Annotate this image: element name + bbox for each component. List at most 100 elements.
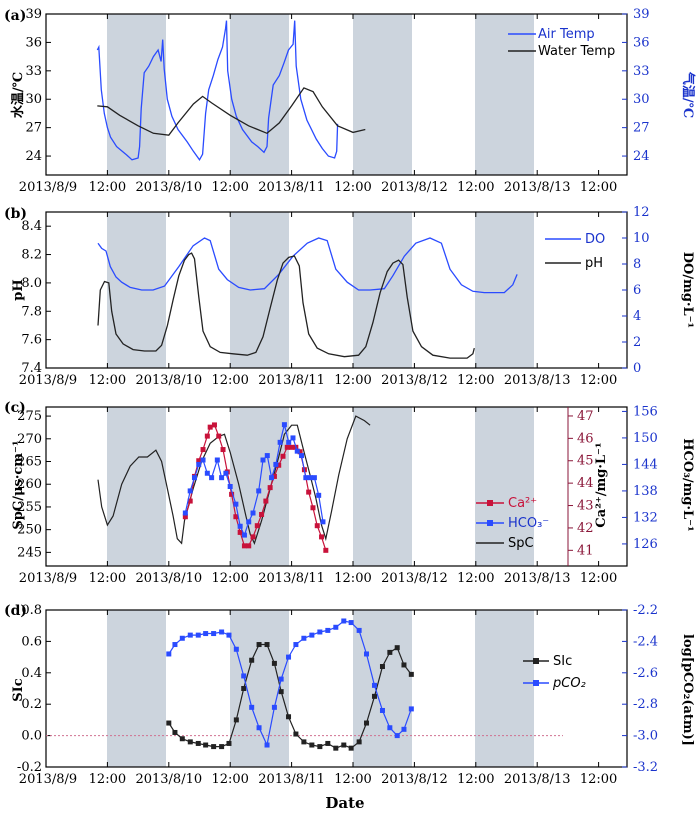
legend-label: Ca²⁺	[508, 496, 537, 511]
x-tick-label: 12:00	[457, 571, 494, 586]
data-point-sic	[256, 642, 262, 648]
data-point-pco2	[408, 706, 414, 712]
data-point-ca	[306, 489, 312, 495]
data-point-sic	[356, 739, 362, 745]
data-point-hco3	[299, 453, 305, 459]
data-point-sic	[166, 720, 172, 726]
night-band	[475, 407, 534, 566]
data-point-ca	[310, 505, 316, 511]
data-point-pco2	[219, 629, 225, 635]
data-point-sic	[179, 736, 185, 742]
data-point-hco3	[241, 532, 247, 538]
x-tick-label: 12:00	[457, 180, 494, 195]
ca-tick-label: 45	[577, 454, 594, 469]
y-tick-label-right: 12	[633, 205, 650, 220]
x-tick-label: 12:00	[89, 180, 126, 195]
data-point-pco2	[271, 704, 277, 710]
data-point-hco3	[214, 457, 220, 463]
data-point-pco2	[278, 676, 284, 682]
data-point-sic	[226, 740, 232, 746]
y-tick-label-right: -3.0	[633, 729, 658, 744]
data-point-ca	[267, 485, 273, 491]
y-axis-label-ca: Ca²⁺/mg·L⁻¹	[594, 442, 609, 527]
x-tick-label: 12:00	[89, 373, 126, 388]
panel-4: 2013/8/9 12:00 2013/8/10 12:00 2013/8/11 12:0…	[4, 603, 695, 787]
data-point-pco2	[249, 704, 255, 710]
y-tick-label-left: 0.2	[21, 697, 42, 712]
data-point-pco2	[387, 725, 393, 731]
data-point-ca	[276, 462, 282, 468]
x-tick-label: 2013/8/9	[19, 772, 77, 787]
data-point-pco2	[211, 631, 217, 637]
data-point-pco2	[333, 624, 339, 630]
y-tick-label-right: 6	[633, 283, 641, 298]
y-tick-label-left: 39	[25, 7, 42, 22]
data-point-ca	[207, 424, 213, 430]
data-point-sic	[309, 742, 315, 748]
x-tick-label: 2013/8/9	[19, 373, 77, 388]
data-point-hco3	[209, 475, 215, 481]
x-tick-label: 2013/8/11	[258, 571, 325, 586]
data-point-hco3	[281, 422, 287, 428]
data-point-sic	[394, 645, 400, 651]
y-tick-label-left: 8.2	[21, 248, 42, 263]
data-point-pco2	[256, 725, 262, 731]
data-point-ca	[280, 453, 286, 459]
y-tick-label-right: -2.4	[633, 634, 658, 649]
y-tick-label-left: 0.8	[21, 603, 42, 618]
night-band	[230, 14, 289, 175]
data-point-sic	[317, 744, 323, 750]
data-point-sic	[341, 742, 347, 748]
x-tick-label: 2013/8/10	[135, 571, 202, 586]
data-point-hco3	[273, 461, 279, 467]
night-band	[230, 212, 289, 368]
series-line-air-temp	[96, 20, 339, 162]
data-point-sic	[195, 740, 201, 746]
data-point-sic	[348, 745, 354, 751]
y-tick-label-right: 24	[633, 149, 650, 164]
data-point-hco3	[269, 475, 275, 481]
data-point-hco3	[196, 461, 202, 467]
data-point-ca	[259, 511, 265, 517]
x-tick-label: 2013/8/13	[504, 772, 571, 787]
data-point-ca	[204, 433, 210, 439]
y-tick-label-left: 260	[17, 477, 42, 492]
ca-tick-label: 47	[577, 409, 594, 424]
data-point-pco2	[226, 632, 232, 638]
night-band	[107, 407, 166, 566]
y-axis-label-right: DO/mg·L⁻¹	[680, 252, 695, 328]
panel-2: 2013/8/9 12:00 2013/8/10 12:00 2013/8/11 12:0…	[4, 205, 695, 388]
data-point-pco2	[401, 726, 407, 732]
x-tick-label: 2013/8/13	[504, 373, 571, 388]
data-point-sic	[187, 739, 193, 745]
y-tick-label-right: 39	[633, 7, 650, 22]
legend-marker	[487, 520, 493, 526]
y-tick-label-right: 33	[633, 64, 650, 79]
data-point-hco3	[219, 475, 225, 481]
night-band	[475, 212, 534, 368]
data-point-sic	[364, 720, 370, 726]
legend-marker	[487, 500, 493, 506]
data-point-ca	[233, 514, 239, 520]
data-point-hco3	[307, 475, 313, 481]
data-point-ca	[314, 523, 320, 529]
x-tick-label: 12:00	[211, 180, 248, 195]
y-tick-label-left: -0.2	[17, 760, 42, 775]
legend-label: DO	[585, 232, 605, 247]
y-tick-label-left: 36	[25, 35, 42, 50]
data-point-sic	[333, 745, 339, 751]
y-axis-label-right: 气温/℃	[680, 72, 696, 118]
data-point-ca	[246, 543, 252, 549]
ca-tick-label: 41	[577, 543, 594, 558]
y-tick-label-left: 250	[17, 523, 42, 538]
data-point-ca	[297, 449, 303, 455]
data-point-hco3	[233, 501, 239, 507]
x-tick-label: 2013/8/12	[381, 772, 448, 787]
night-band	[107, 610, 166, 767]
y-tick-label-left: 265	[17, 455, 42, 470]
x-tick-label: 12:00	[211, 373, 248, 388]
x-tick-label: 12:00	[580, 571, 617, 586]
data-point-sic	[371, 693, 377, 699]
data-point-hco3	[311, 475, 317, 481]
hco3-tick-label: 156	[633, 404, 658, 419]
